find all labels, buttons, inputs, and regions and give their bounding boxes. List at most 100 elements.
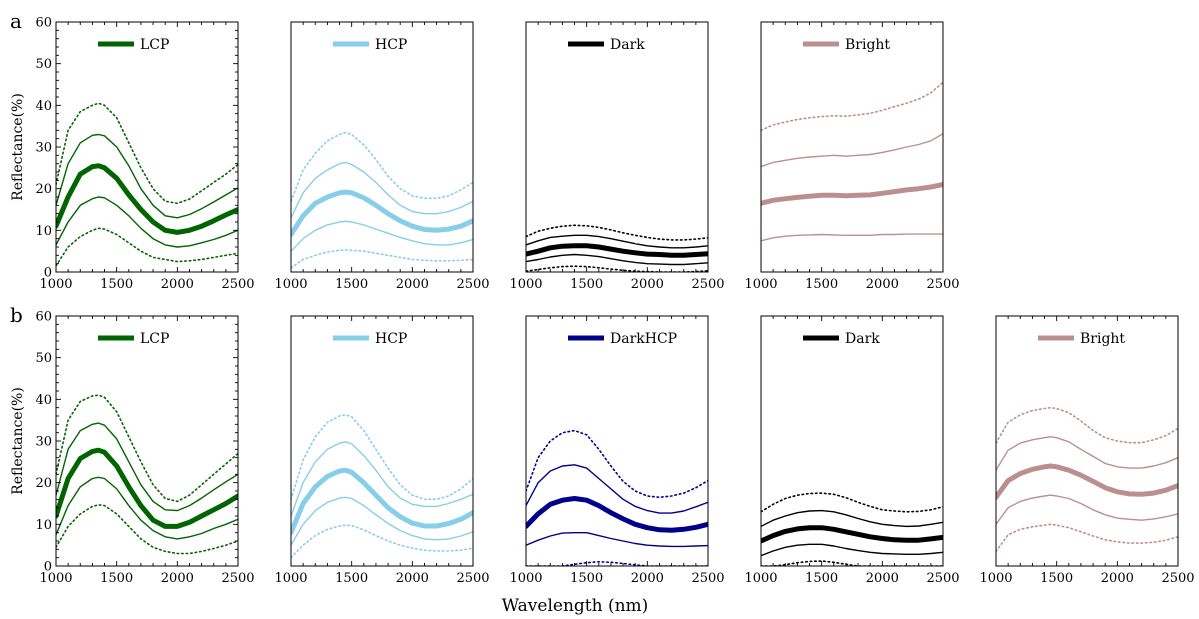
plot-frame <box>290 21 474 273</box>
x-tick-label: 2500 <box>926 571 959 586</box>
series-meanplus-minus-1sd-line <box>761 132 943 168</box>
panel-b-lcp: 1000 1500 2000 2500 0 10 20 30 40 50 60 LCP <box>35 310 254 587</box>
panel-a-hcp: 1000 1500 2000 2500 HCP <box>274 21 490 292</box>
legend-label: LCP <box>140 37 169 53</box>
x-tick-label: 2500 <box>1161 571 1194 586</box>
series-meanplus-minus-2sd-line <box>526 429 708 499</box>
series-meanplus-minus-1sd-line <box>291 161 473 219</box>
panel-b-bright: 1000 1500 2000 2500 Bright <box>979 315 1195 586</box>
series-meanplus-minus-2sd-line <box>761 81 943 132</box>
series-mean-minus-1sd-line <box>291 496 473 546</box>
panel-b-dark: 1000 1500 2000 2500 Dark <box>744 315 960 586</box>
y-tick-label: 30 <box>35 435 52 450</box>
x-tick-label: 2000 <box>631 277 664 292</box>
x-tick-label: 1000 <box>744 277 777 292</box>
series-mean-minus-1sd-line <box>761 543 943 557</box>
series-mean-line <box>56 163 238 235</box>
series-meanplus-minus-1sd-line <box>526 234 708 249</box>
x-tick-label: 1000 <box>39 277 72 292</box>
x-tick-label: 2000 <box>631 571 664 586</box>
series-meanplus-minus-1sd-line <box>526 464 708 514</box>
x-tick-label: 1000 <box>509 277 542 292</box>
series-mean-minus-2sd-line <box>291 249 473 269</box>
plot-frame <box>760 315 944 567</box>
x-tick-label: 2500 <box>456 571 489 586</box>
series-mean-minus-2sd-line <box>526 560 708 566</box>
x-tick-label: 2000 <box>161 277 194 292</box>
legend-label: Dark <box>845 331 880 347</box>
x-tick-label: 1000 <box>744 571 777 586</box>
series-meanplus-minus-1sd-line <box>761 509 943 528</box>
x-tick-label: 1000 <box>274 571 307 586</box>
series-mean-minus-1sd-line <box>291 220 473 252</box>
x-tick-label: 1000 <box>509 571 542 586</box>
x-tick-label: 2000 <box>396 277 429 292</box>
row-label-b: b <box>10 303 23 327</box>
y-tick-label: 0 <box>44 560 52 575</box>
x-tick-label: 2000 <box>866 277 899 292</box>
panel-a-bright: 1000 1500 2000 2500 Bright <box>744 21 960 292</box>
x-tick-label: 1500 <box>100 277 133 292</box>
panels: 1000 1500 2000 2500 0 10 20 30 40 50 60 LCP 1000 1500… <box>35 16 1194 587</box>
y-tick-label: 50 <box>35 351 52 366</box>
plot-frame <box>525 21 709 273</box>
series-mean-line <box>526 496 708 533</box>
series-mean-line <box>761 525 943 544</box>
y-axis-label-a: Reflectance(%) <box>10 93 26 201</box>
x-tick-label: 2000 <box>396 571 429 586</box>
x-tick-label: 2500 <box>456 277 489 292</box>
series-mean-minus-1sd-line <box>761 233 943 242</box>
series-meanplus-minus-1sd-line <box>56 133 238 219</box>
series-mean-line <box>996 463 1178 500</box>
legend-label: DarkHCP <box>610 331 677 347</box>
x-tick-label: 2500 <box>221 277 254 292</box>
x-tick-label: 2500 <box>221 571 254 586</box>
x-tick-label: 1500 <box>570 277 603 292</box>
x-tick-label: 1500 <box>335 277 368 292</box>
x-tick-label: 1500 <box>805 277 838 292</box>
x-tick-label: 1500 <box>335 571 368 586</box>
series-meanplus-minus-2sd-line <box>291 413 473 501</box>
x-tick-label: 2500 <box>926 277 959 292</box>
x-tick-label: 1000 <box>39 571 72 586</box>
y-tick-label: 20 <box>35 476 52 491</box>
x-tick-label: 1500 <box>805 571 838 586</box>
y-tick-label: 20 <box>35 182 52 197</box>
x-tick-label: 1000 <box>979 571 1012 586</box>
plot-frame <box>290 315 474 567</box>
legend-label: LCP <box>140 331 169 347</box>
plot-frame <box>525 315 709 567</box>
row-label-a: a <box>10 9 22 33</box>
series-meanplus-minus-2sd-line <box>526 224 708 241</box>
series-mean-line <box>761 182 943 206</box>
series-mean-minus-2sd-line <box>56 503 238 555</box>
series-mean-minus-1sd-line <box>56 196 238 248</box>
series-mean-minus-2sd-line <box>291 524 473 559</box>
series-meanplus-minus-2sd-line <box>291 131 473 202</box>
series-meanplus-minus-2sd-line <box>996 406 1178 444</box>
series-meanplus-minus-2sd-line <box>761 492 943 513</box>
x-tick-label: 1500 <box>570 571 603 586</box>
plot-frame <box>995 315 1179 567</box>
series-mean-line <box>291 189 473 237</box>
y-axis-label-b: Reflectance(%) <box>10 387 26 495</box>
legend-label: Bright <box>1080 331 1125 347</box>
series-mean-minus-1sd-line <box>526 253 708 266</box>
series-meanplus-minus-1sd-line <box>996 436 1178 471</box>
series-meanplus-minus-2sd-line <box>56 394 238 503</box>
series-mean-minus-2sd-line <box>761 560 943 566</box>
x-tick-label: 2000 <box>1101 571 1134 586</box>
x-tick-label: 1000 <box>274 277 307 292</box>
series-mean-line <box>526 243 708 258</box>
y-tick-label: 50 <box>35 57 52 72</box>
x-tick-label: 2000 <box>866 571 899 586</box>
series-meanplus-minus-2sd-line <box>56 102 238 205</box>
x-tick-label: 1500 <box>100 571 133 586</box>
panel-a-lcp: 1000 1500 2000 2500 0 10 20 30 40 50 60 LCP <box>35 16 254 293</box>
series-mean-line <box>56 447 238 529</box>
x-axis-label: Wavelength (nm) <box>502 596 649 616</box>
series-meanplus-minus-1sd-line <box>291 441 473 517</box>
y-tick-label: 60 <box>35 16 52 31</box>
x-tick-label: 2500 <box>691 571 724 586</box>
